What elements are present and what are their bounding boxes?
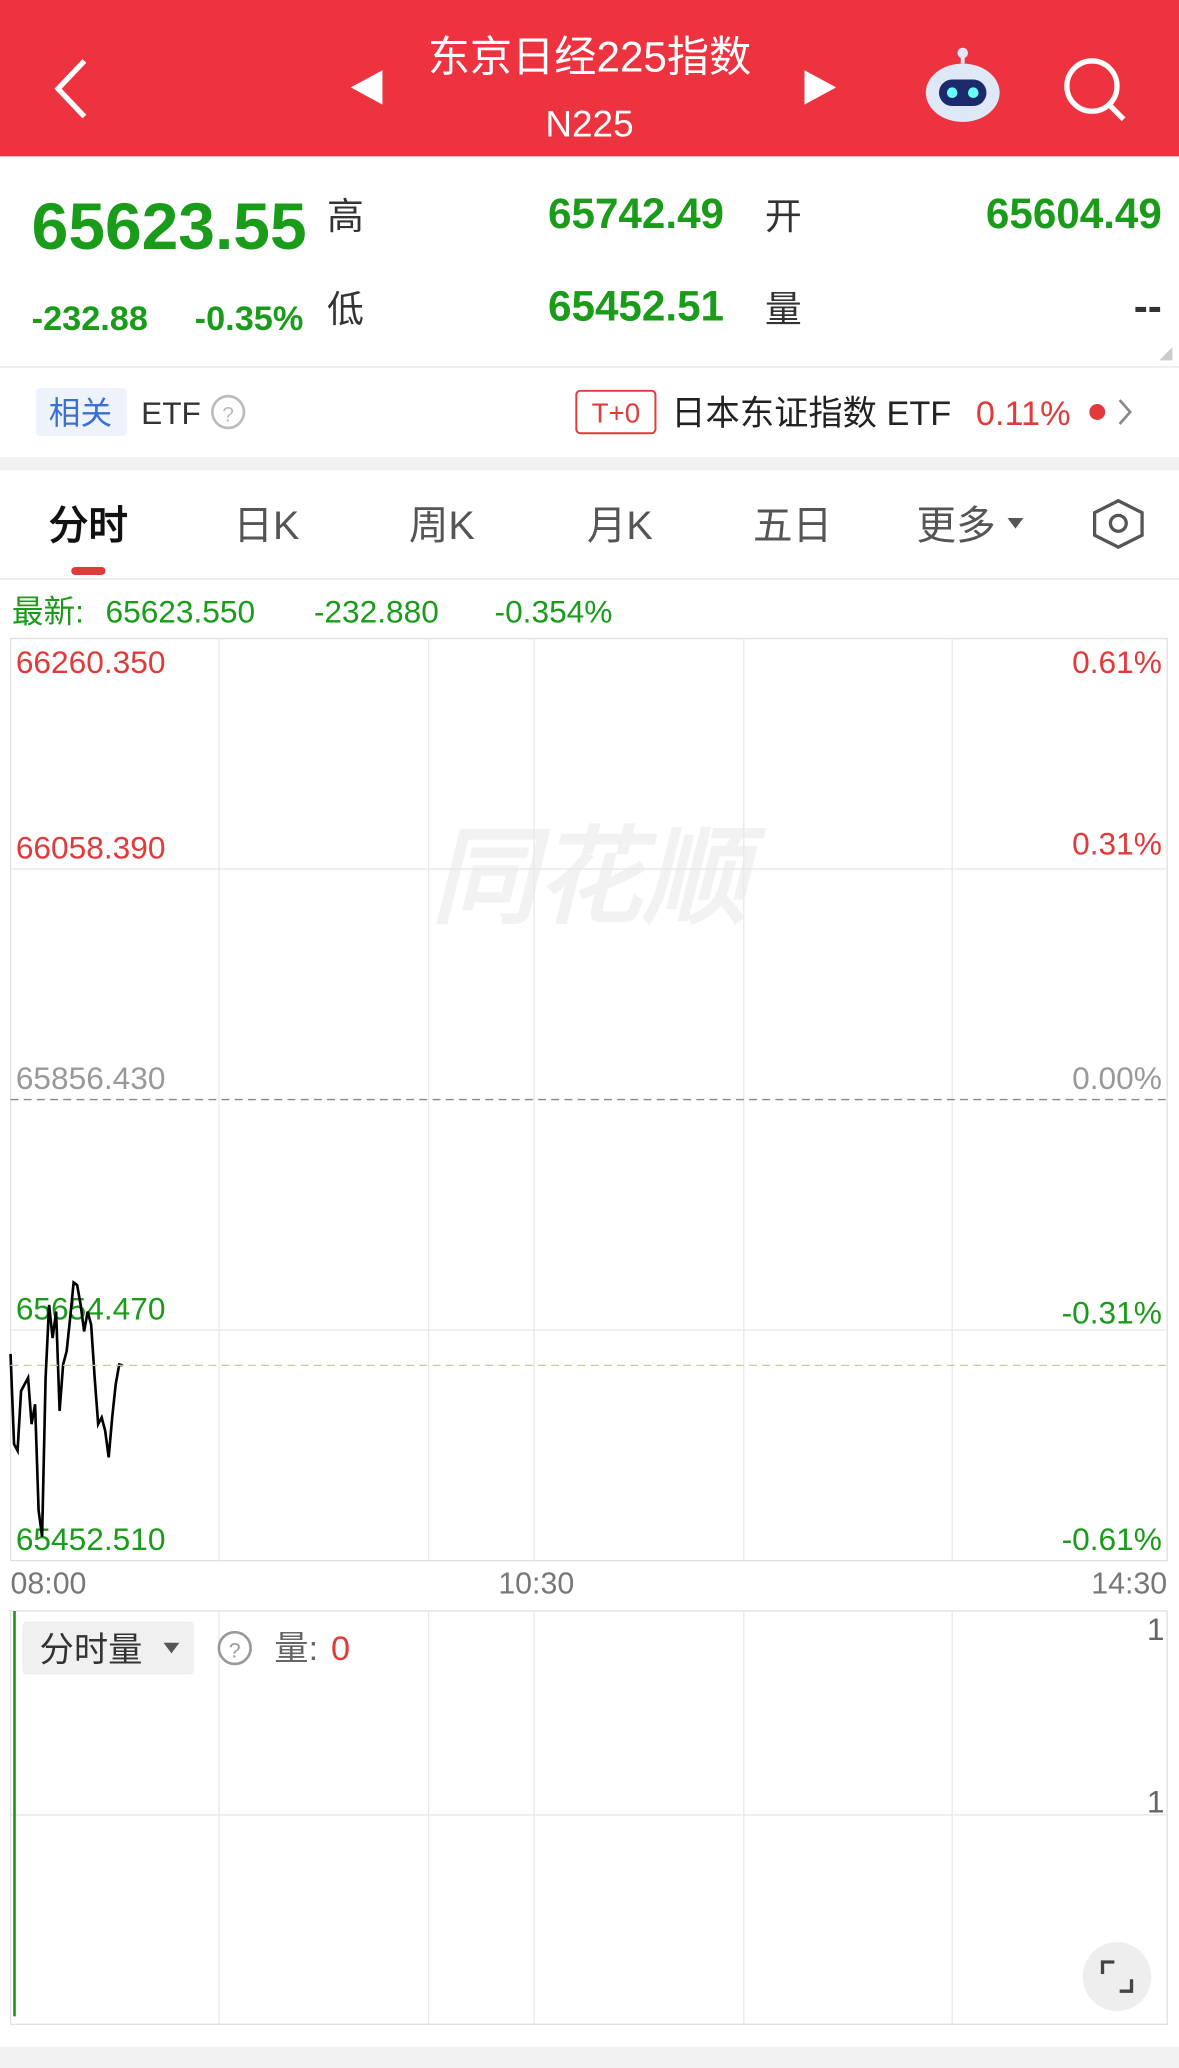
x-tick-label: 10:30 — [498, 1567, 574, 1601]
tab[interactable]: 更多 — [917, 504, 996, 548]
y-tick-label: 65452.510 — [16, 1521, 166, 1557]
back-button[interactable] — [54, 59, 87, 119]
open-label: 开 — [765, 195, 802, 237]
etf-arrow[interactable] — [1118, 399, 1132, 425]
etf-name[interactable]: 日本东证指数 ETF — [671, 395, 951, 433]
robot-button[interactable] — [925, 47, 1000, 122]
low-label: 低 — [327, 288, 364, 330]
y-tick-label: 65856.430 — [16, 1060, 166, 1096]
y2-tick-label: 0.00% — [1072, 1060, 1162, 1096]
x-tick-label: 08:00 — [11, 1567, 87, 1601]
tab[interactable]: 周K — [409, 504, 475, 548]
tab[interactable]: 日K — [233, 504, 299, 548]
change: -232.88 — [32, 300, 148, 338]
etf-tag: 相关 — [49, 395, 112, 431]
latest-change-pct: -0.354% — [495, 594, 613, 630]
bottom-band — [0, 2046, 1179, 2068]
search-button[interactable] — [1064, 58, 1126, 122]
next-button[interactable] — [804, 70, 837, 105]
volume-selector[interactable] — [22, 1621, 194, 1675]
high-label: 高 — [327, 195, 364, 237]
header-subtitle: N225 — [545, 102, 633, 144]
x-tick-label: 14:30 — [1091, 1567, 1167, 1601]
svg-text:?: ? — [229, 1639, 241, 1662]
svg-text:?: ? — [222, 403, 234, 426]
volume-tick: 1 — [1147, 1611, 1165, 1647]
price: 65623.55 — [32, 190, 307, 264]
y-tick-label: 66058.390 — [16, 829, 166, 865]
y2-tick-label: -0.31% — [1062, 1294, 1162, 1330]
volume-panel-value: 0 — [331, 1630, 350, 1668]
fullscreen-button[interactable] — [1082, 1942, 1152, 2012]
volume-selector-label[interactable]: 分时量 — [40, 1631, 143, 1669]
etf-badge: T+0 — [592, 398, 640, 429]
open-value: 65604.49 — [986, 190, 1162, 237]
etf-label: ETF — [141, 395, 201, 431]
badge-bg — [575, 389, 657, 435]
volume-value: -- — [1134, 283, 1162, 330]
more-caret[interactable] — [1007, 517, 1024, 529]
y2-tick-label: 0.61% — [1072, 644, 1162, 680]
volume-tick: 1 — [1147, 1783, 1165, 1819]
latest-label: 最新: — [12, 594, 84, 630]
latest-price: 65623.550 — [106, 594, 256, 630]
volume-help[interactable]: ? — [217, 1630, 252, 1666]
change-pct: -0.35% — [195, 300, 304, 338]
prev-button[interactable] — [350, 70, 383, 105]
dot — [1089, 404, 1106, 420]
latest-change: -232.880 — [314, 594, 439, 630]
tag-bg — [35, 388, 127, 436]
y2-tick-label: 0.31% — [1072, 826, 1162, 862]
header-title: 东京日经225指数 — [428, 33, 751, 80]
low-value: 65452.51 — [548, 283, 724, 330]
etf-change: 0.11% — [976, 395, 1071, 433]
tab[interactable]: 分时 — [49, 504, 128, 548]
band — [0, 457, 1179, 471]
settings-button[interactable] — [1092, 498, 1144, 549]
tab[interactable]: 五日 — [753, 504, 832, 548]
volume-frame — [9, 1610, 1168, 2025]
high-value: 65742.49 — [548, 190, 724, 237]
volume-panel-label: 量: — [274, 1630, 318, 1668]
price-line — [9, 1279, 124, 1537]
tab-indicator — [71, 567, 106, 575]
corner-mark — [1159, 347, 1173, 361]
y-tick-label: 66260.350 — [16, 644, 166, 680]
selector-caret — [163, 1642, 180, 1654]
volume-label: 量 — [765, 288, 802, 330]
help-icon[interactable]: ? — [211, 394, 246, 430]
y2-tick-label: -0.61% — [1062, 1521, 1162, 1557]
settings-dot — [1108, 513, 1128, 533]
tab[interactable]: 月K — [587, 504, 653, 548]
watermark: 同花顺 — [431, 819, 767, 937]
